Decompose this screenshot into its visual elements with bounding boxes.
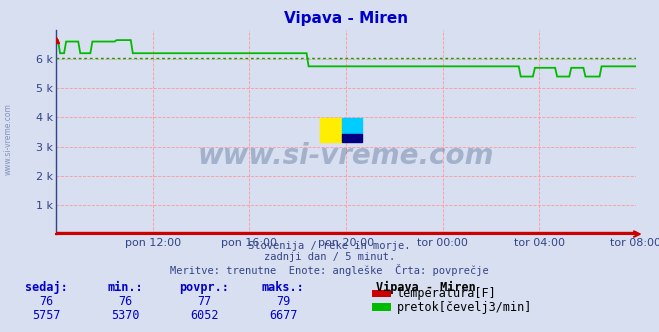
Text: 76: 76 [39,295,53,308]
Bar [342,133,362,142]
Text: pretok[čevelj3/min]: pretok[čevelj3/min] [397,301,532,314]
Text: www.si-vreme.com: www.si-vreme.com [198,142,494,170]
Text: maks.:: maks.: [262,281,304,293]
Bar [320,118,342,142]
Text: 5757: 5757 [32,309,61,322]
Title: Vipava - Miren: Vipava - Miren [284,11,408,26]
Text: 79: 79 [276,295,291,308]
Text: 76: 76 [118,295,132,308]
Text: www.si-vreme.com: www.si-vreme.com [3,104,13,175]
Text: 77: 77 [197,295,212,308]
Text: Meritve: trenutne  Enote: angleške  Črta: povprečje: Meritve: trenutne Enote: angleške Črta: … [170,264,489,276]
Text: 5370: 5370 [111,309,140,322]
Text: Slovenija / reke in morje.: Slovenija / reke in morje. [248,241,411,251]
Text: 6677: 6677 [269,309,298,322]
Bar [342,118,362,133]
Text: Vipava - Miren: Vipava - Miren [376,281,475,293]
Text: povpr.:: povpr.: [179,281,229,293]
Text: temperatura[F]: temperatura[F] [397,287,496,300]
Text: 6052: 6052 [190,309,219,322]
Text: zadnji dan / 5 minut.: zadnji dan / 5 minut. [264,252,395,262]
Text: min.:: min.: [107,281,143,293]
Text: sedaj:: sedaj: [25,281,67,293]
